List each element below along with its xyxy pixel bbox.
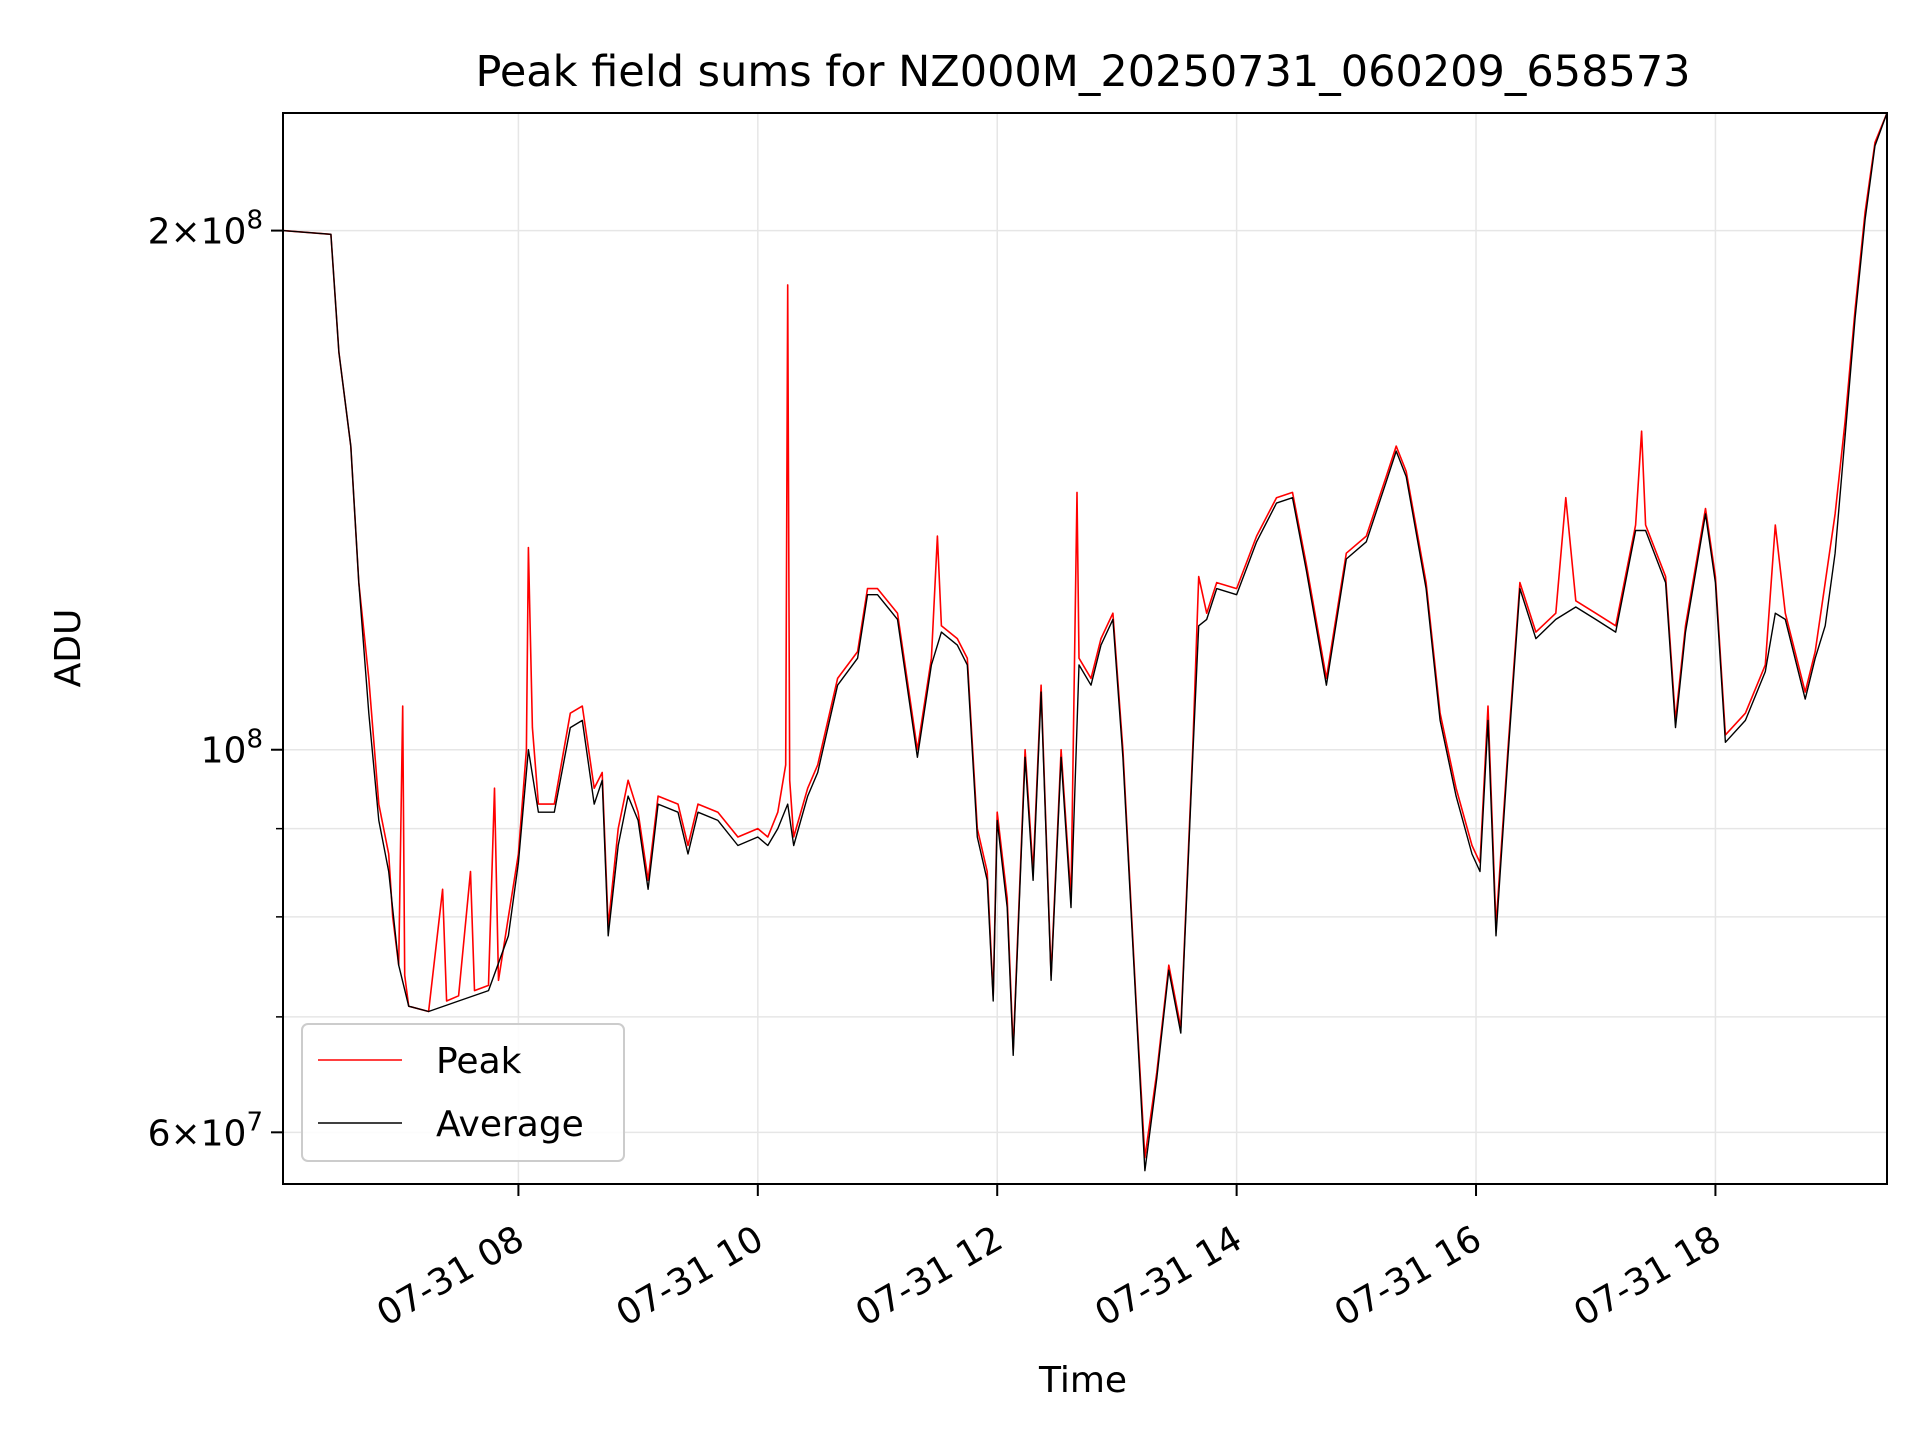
y-tick-label: 6×107 xyxy=(148,1107,263,1154)
legend: Peak Average xyxy=(301,1023,625,1162)
legend-average-label: Average xyxy=(436,1104,584,1145)
grid-lines xyxy=(283,113,1887,1184)
axes-frame xyxy=(282,112,1888,1185)
legend-box xyxy=(301,1023,625,1162)
plot-area xyxy=(282,112,1888,1172)
y-tick-label: 108 xyxy=(201,725,263,772)
chart-title: Peak field sums for NZ000M_20250731_0602… xyxy=(475,47,1690,97)
y-axis: 6×107 108 2×108 xyxy=(148,206,283,1154)
x-axis-label: Time xyxy=(1038,1360,1127,1401)
legend-peak-label: Peak xyxy=(436,1041,522,1082)
series-line-average xyxy=(282,112,1888,1172)
y-tick-label: 2×108 xyxy=(148,206,263,253)
y-axis-label: ADU xyxy=(48,609,89,688)
